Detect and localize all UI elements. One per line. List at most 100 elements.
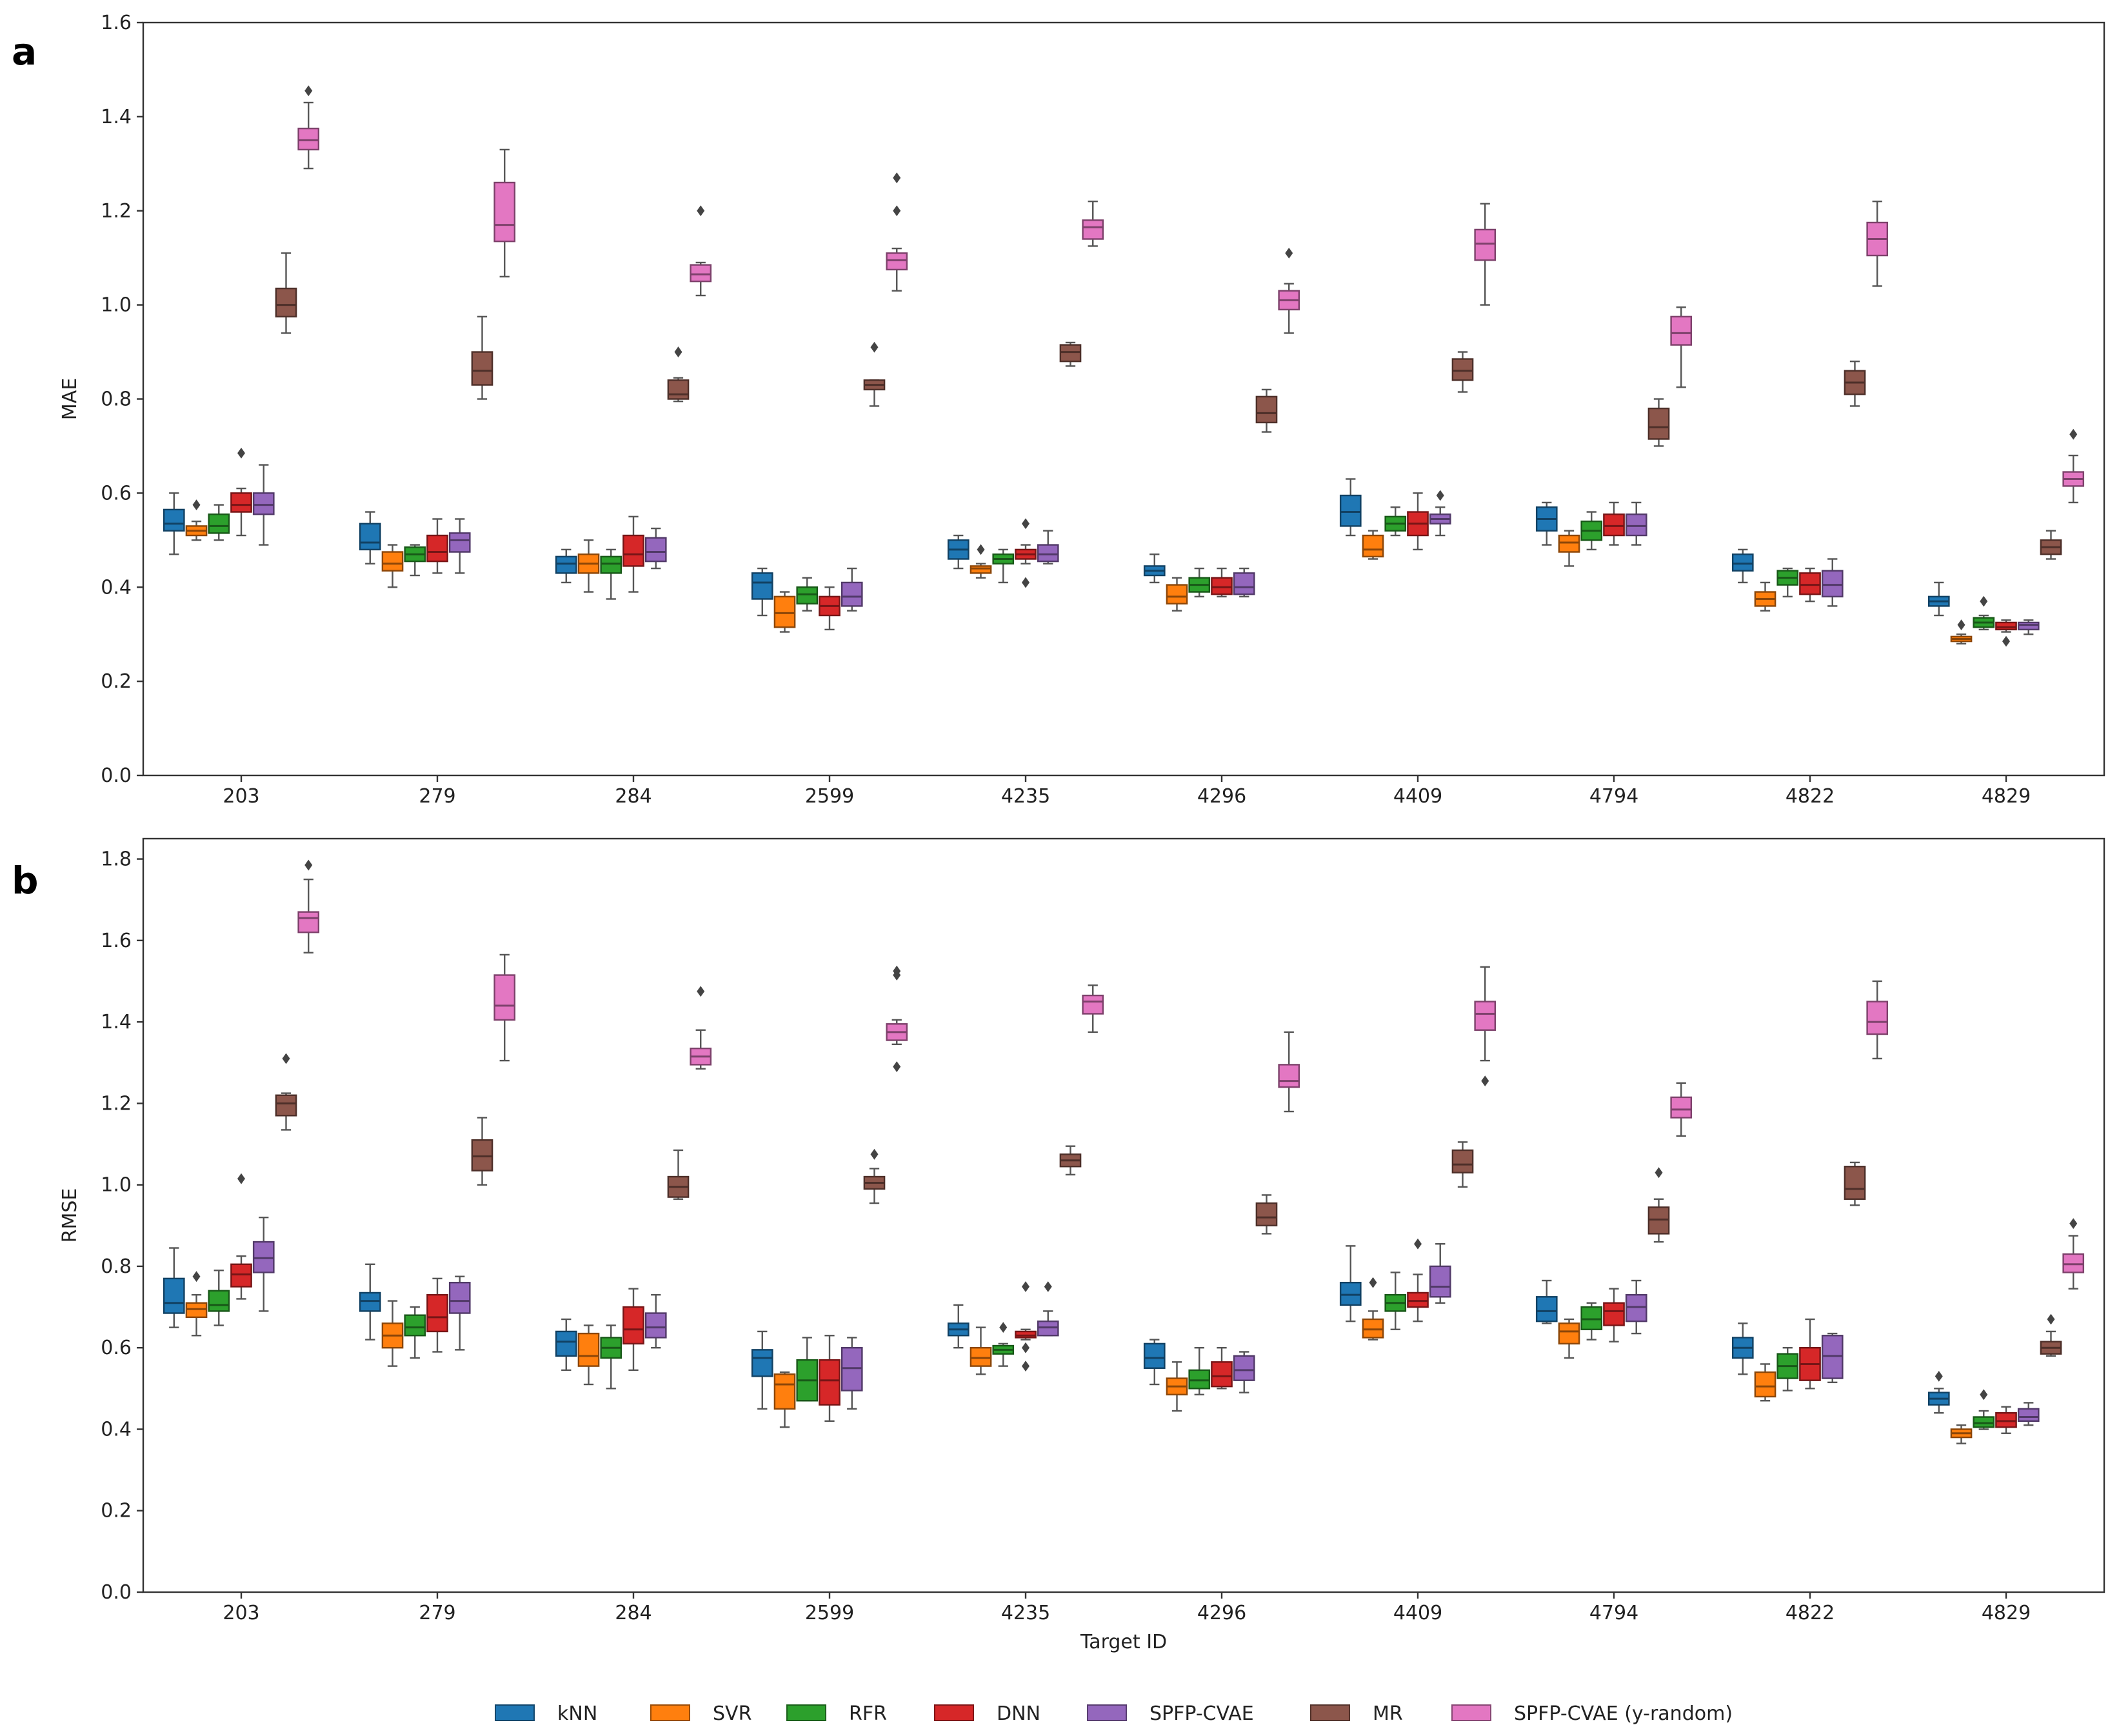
outlier-point	[304, 85, 313, 97]
x-tick-label: 4296	[1197, 1602, 1246, 1624]
x-tick-label: 4296	[1197, 785, 1246, 808]
y-tick-label: 1.2	[101, 200, 132, 223]
x-tick-label: 2599	[805, 1602, 854, 1624]
box-dnn-4829	[1995, 1406, 2017, 1434]
box-iqr	[970, 1346, 992, 1367]
box-iqr	[667, 379, 690, 400]
box-iqr	[163, 508, 185, 532]
box-svr-4235	[970, 544, 992, 579]
box-mr-203	[275, 252, 297, 334]
outlier-point	[893, 205, 901, 217]
legend-label: MR	[1373, 1702, 1403, 1725]
box-spfp-cvae-y-random--4235	[1082, 984, 1104, 1033]
box-iqr	[841, 581, 863, 607]
box-spfp-cvae-y-random--4409	[1474, 203, 1497, 306]
box-iqr	[297, 127, 320, 151]
box-svr-4235	[970, 1326, 992, 1375]
box-iqr	[1339, 494, 1362, 527]
box-iqr	[1866, 1001, 1889, 1035]
box-iqr	[1821, 1335, 1844, 1379]
box-knn-4235	[947, 1304, 970, 1349]
box-knn-4794	[1535, 1279, 1558, 1324]
outlier-point	[1369, 1277, 1377, 1288]
y-tick-label: 0.0	[101, 1581, 132, 1604]
box-iqr	[1670, 315, 1693, 346]
box-rfr-4296	[1188, 567, 1211, 598]
box-iqr	[1558, 1322, 1580, 1345]
outlier-point	[1935, 1370, 1943, 1382]
box-iqr	[1059, 344, 1082, 363]
outlier-point	[870, 1148, 879, 1160]
outlier-point	[870, 341, 879, 353]
outlier-point	[1022, 577, 1030, 588]
box-spfp-cvae-4235	[1037, 1281, 1059, 1337]
box-iqr	[751, 572, 773, 600]
legend-swatch	[934, 1704, 974, 1721]
box-spfp-cvae-y-random--4409	[1474, 966, 1497, 1087]
box-rfr-4822	[1776, 567, 1799, 598]
box-dnn-4235	[1015, 1281, 1037, 1372]
box-spfp-cvae-284	[644, 1293, 667, 1349]
outlier-point	[192, 1271, 201, 1282]
box-iqr	[1451, 358, 1474, 381]
box-dnn-284	[622, 515, 644, 593]
box-iqr	[1670, 1096, 1693, 1119]
box-mr-4296	[1255, 388, 1278, 433]
box-svr-4794	[1558, 530, 1580, 567]
box-spfp-cvae-4794	[1625, 501, 1647, 546]
box-iqr	[600, 555, 622, 574]
box-rfr-2599	[796, 1337, 819, 1402]
box-knn-4829	[1927, 1370, 1950, 1414]
box-iqr	[1603, 513, 1625, 537]
box-mr-4794	[1647, 398, 1670, 447]
box-iqr	[644, 1312, 667, 1339]
outlier-point	[1022, 1361, 1030, 1372]
x-tick-label: 284	[615, 785, 652, 808]
box-rfr-4829	[1973, 1389, 1995, 1430]
box-spfp-cvae-4409	[1429, 1242, 1451, 1304]
y-tick-label: 0.8	[101, 1255, 132, 1278]
box-iqr	[1731, 553, 1754, 572]
box-iqr	[1995, 621, 2017, 631]
box-svr-4409	[1362, 530, 1384, 560]
box-dnn-4296	[1211, 1346, 1233, 1390]
box-spfp-cvae-279	[448, 518, 471, 574]
y-tick-label: 1.6	[101, 930, 132, 952]
outlier-point	[697, 205, 705, 217]
legend-item-knn: kNN	[495, 1702, 597, 1725]
outlier-point	[893, 1061, 901, 1072]
legend-swatch	[650, 1704, 690, 1721]
y-axis-label: RMSE	[59, 1188, 81, 1243]
box-rfr-284	[600, 548, 622, 600]
x-tick-label: 4235	[1001, 1602, 1050, 1624]
box-spfp-cvae-y-random--4296	[1278, 247, 1300, 334]
legend-swatch	[786, 1704, 826, 1721]
box-svr-4409	[1362, 1277, 1384, 1341]
box-spfp-cvae-y-random--4822	[1866, 980, 1889, 1060]
box-svr-2599	[773, 1371, 796, 1428]
y-tick-label: 0.6	[101, 1337, 132, 1359]
outlier-point	[2069, 1218, 2078, 1230]
box-spfp-cvae-y-random--4235	[1082, 200, 1104, 247]
x-tick-label: 4794	[1589, 785, 1638, 808]
box-spfp-cvae-203	[252, 1216, 275, 1312]
legend-item-svr: SVR	[650, 1702, 751, 1725]
box-iqr	[381, 551, 404, 572]
box-knn-4296	[1143, 553, 1166, 584]
box-iqr	[773, 595, 796, 628]
box-spfp-cvae-y-random--284	[690, 986, 712, 1070]
box-iqr	[426, 1293, 448, 1333]
box-iqr	[1580, 1306, 1603, 1330]
legend-item-dnn: DNN	[934, 1702, 1040, 1725]
box-dnn-4235	[1015, 518, 1037, 588]
x-tick-label: 203	[223, 785, 259, 808]
box-iqr	[1255, 395, 1278, 424]
x-axis-label: Target ID	[1080, 1631, 1167, 1653]
y-tick-label: 0.0	[101, 764, 132, 787]
box-iqr	[359, 523, 381, 551]
y-tick-label: 0.4	[101, 576, 132, 599]
box-dnn-279	[426, 518, 448, 574]
box-iqr	[1082, 219, 1104, 240]
box-iqr	[644, 537, 667, 563]
